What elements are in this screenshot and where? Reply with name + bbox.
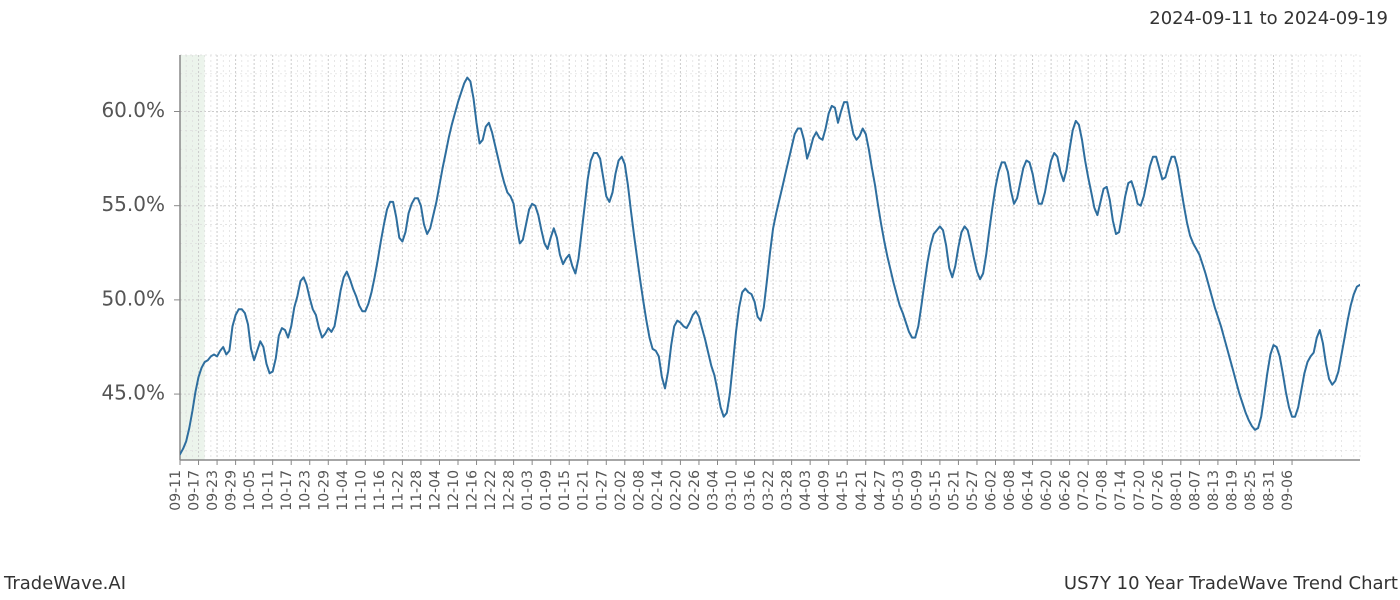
- x-tick-label: 09-23: [205, 470, 221, 511]
- x-tick-label: 08-07: [1187, 470, 1203, 511]
- y-tick-label: 60.0%: [101, 98, 165, 122]
- x-tick-label: 06-20: [1039, 470, 1055, 511]
- x-tick-label: 02-08: [631, 470, 647, 511]
- x-tick-label: 07-20: [1132, 470, 1148, 511]
- x-tick-label: 01-09: [539, 470, 555, 511]
- x-tick-label: 01-27: [594, 470, 610, 511]
- x-tick-label: 02-20: [668, 470, 684, 511]
- x-tick-label: 11-22: [390, 470, 406, 511]
- x-tick-label: 02-14: [650, 470, 666, 511]
- x-tick-label: 09-11: [168, 470, 184, 511]
- x-tick-label: 07-26: [1150, 470, 1166, 511]
- y-tick-label: 55.0%: [101, 192, 165, 216]
- x-tick-label: 07-02: [1076, 470, 1092, 511]
- y-tick-label: 45.0%: [101, 381, 165, 405]
- x-tick-label: 04-09: [817, 470, 833, 511]
- x-tick-label: 04-21: [854, 470, 870, 511]
- x-tick-label: 05-15: [928, 470, 944, 511]
- x-tick-label: 10-05: [242, 470, 258, 511]
- x-tick-label: 08-31: [1262, 470, 1278, 511]
- x-tick-label: 12-10: [446, 470, 462, 511]
- x-tick-label: 03-28: [780, 470, 796, 511]
- x-tick-label: 10-17: [279, 470, 295, 511]
- series-line: [180, 78, 1360, 455]
- x-tick-label: 04-27: [872, 470, 888, 511]
- x-tick-label: 09-06: [1280, 470, 1296, 511]
- x-tick-label: 05-21: [946, 470, 962, 511]
- x-tick-label: 12-28: [502, 470, 518, 511]
- x-tick-label: 12-22: [483, 470, 499, 511]
- x-tick-label: 10-11: [261, 470, 277, 511]
- x-tick-label: 01-15: [557, 470, 573, 511]
- x-tick-label: 08-01: [1169, 470, 1185, 511]
- x-tick-label: 02-02: [613, 470, 629, 511]
- x-tick-label: 05-27: [965, 470, 981, 511]
- x-tick-label: 12-04: [427, 470, 443, 511]
- x-tick-label: 05-09: [909, 470, 925, 511]
- x-tick-label: 03-22: [761, 470, 777, 511]
- x-tick-label: 05-03: [891, 470, 907, 511]
- x-tick-label: 03-10: [724, 470, 740, 511]
- x-tick-label: 12-16: [465, 470, 481, 511]
- x-tick-label: 01-21: [576, 470, 592, 511]
- x-tick-label: 09-17: [187, 470, 203, 511]
- x-tick-label: 06-14: [1021, 470, 1037, 511]
- x-tick-label: 01-03: [520, 470, 536, 511]
- x-tick-label: 11-04: [335, 470, 351, 511]
- x-tick-label: 06-08: [1002, 470, 1018, 511]
- trend-chart: 45.0% 50.0% 55.0% 60.0% 09-1109-1709-2309-29…: [0, 0, 1400, 600]
- x-tick-label: 11-28: [409, 470, 425, 511]
- x-tick-label: 10-29: [316, 470, 332, 511]
- x-tick-label: 03-16: [743, 470, 759, 511]
- x-tick-label: 07-08: [1095, 470, 1111, 511]
- x-tick-label: 09-29: [224, 470, 240, 511]
- x-tick-label: 10-23: [298, 470, 314, 511]
- x-tick-label: 06-26: [1058, 470, 1074, 511]
- x-tick-label: 02-26: [687, 470, 703, 511]
- x-tick-label: 06-02: [983, 470, 999, 511]
- x-tick-label: 08-13: [1206, 470, 1222, 511]
- x-tick-label: 11-10: [353, 470, 369, 511]
- x-tick-label: 07-14: [1113, 470, 1129, 511]
- x-tick-label: 08-19: [1224, 470, 1240, 511]
- x-tick-label: 04-15: [835, 470, 851, 511]
- x-tick-label: 11-16: [372, 470, 388, 511]
- x-tick-label: 08-25: [1243, 470, 1259, 511]
- x-tick-label: 03-04: [705, 470, 721, 511]
- y-tick-label: 50.0%: [101, 286, 165, 310]
- x-tick-label: 04-03: [798, 470, 814, 511]
